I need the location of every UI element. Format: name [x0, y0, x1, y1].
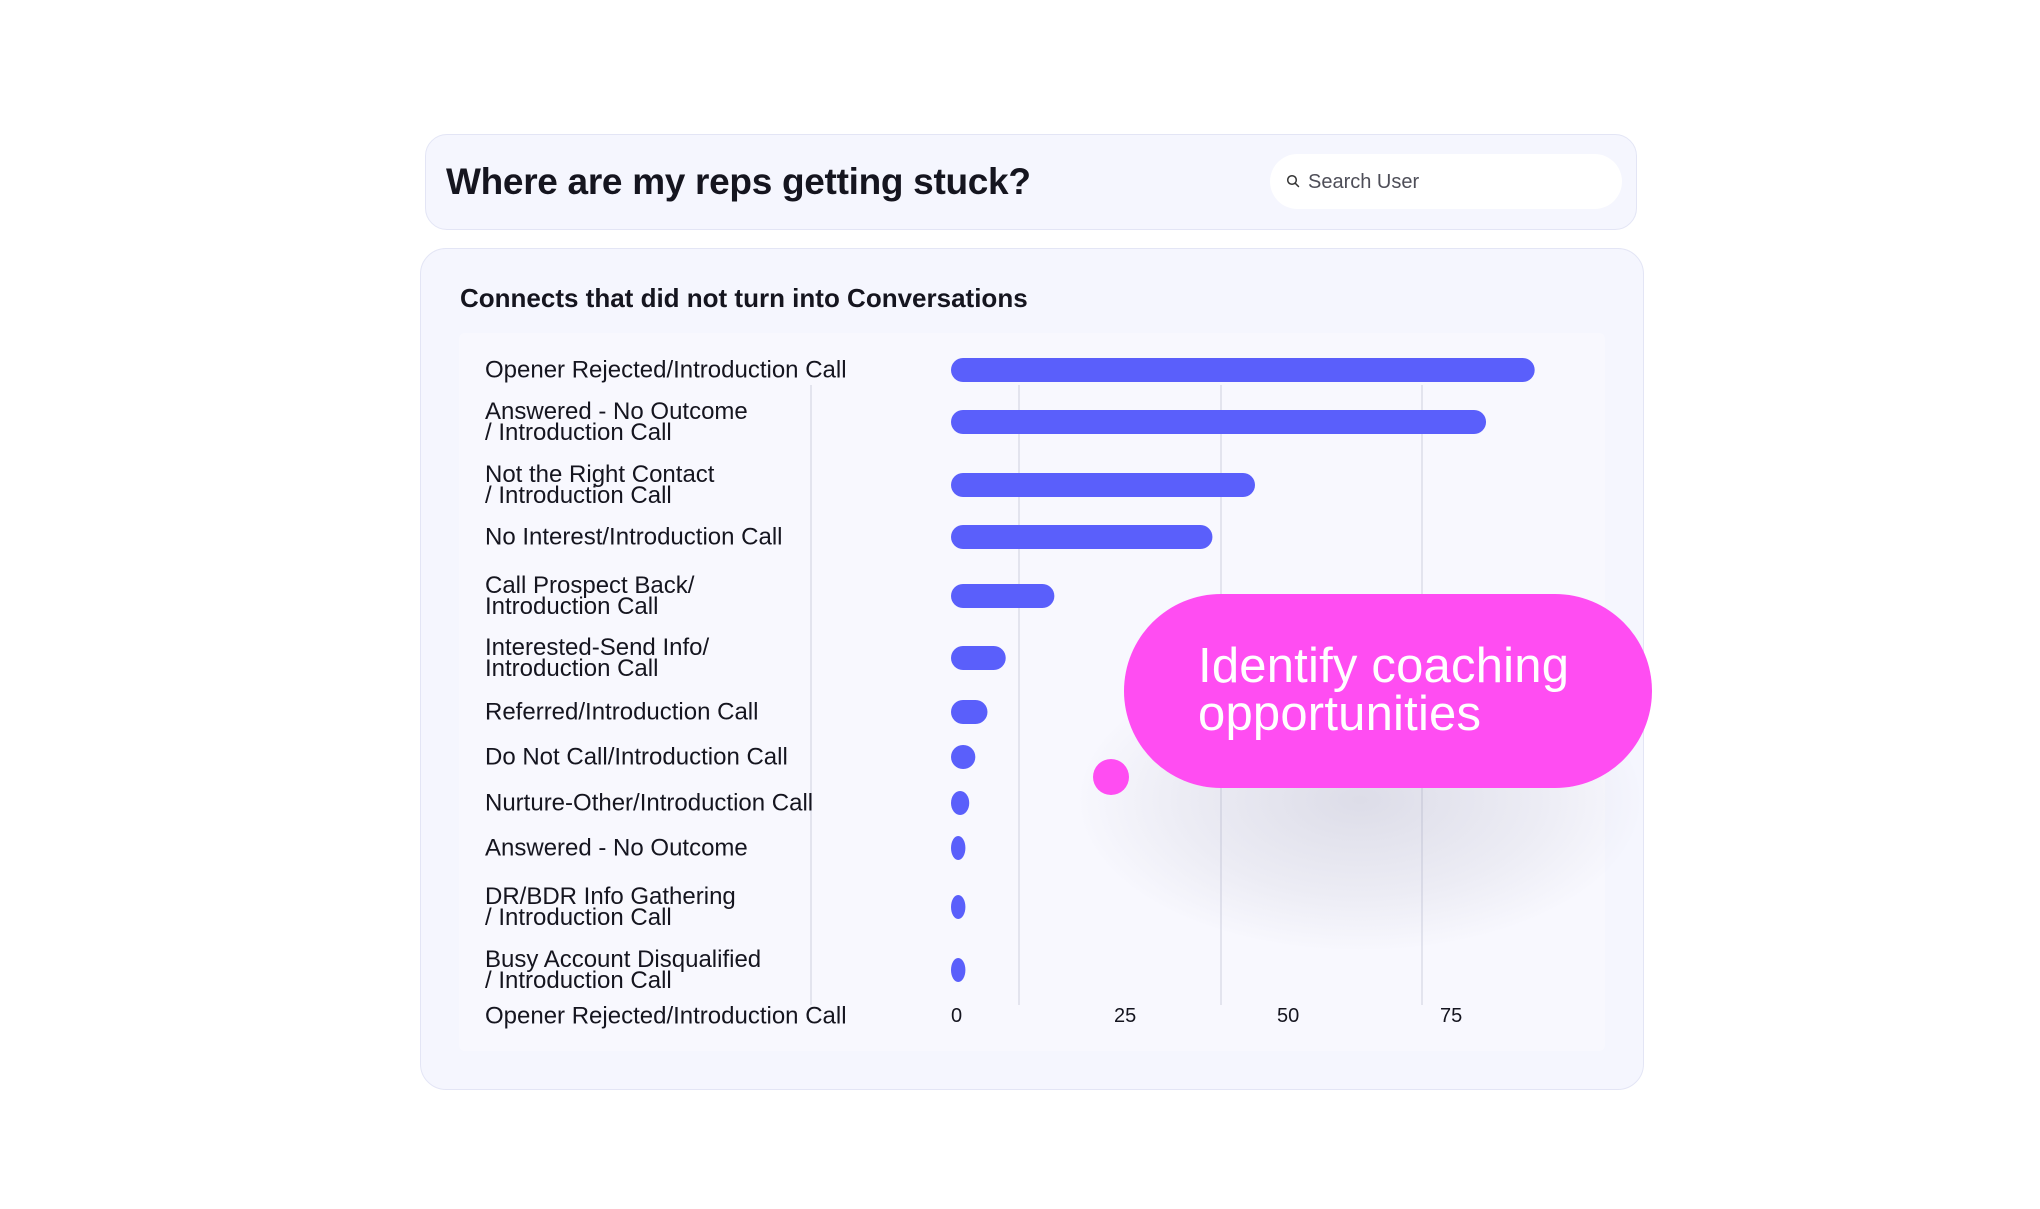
bar	[951, 700, 988, 724]
bar	[951, 836, 966, 860]
chart-title: Connects that did not turn into Conversa…	[460, 283, 1028, 313]
category-label: Answered - No Outcome	[485, 398, 748, 425]
category-label: Introduction Call	[485, 655, 658, 682]
category-label: Interested-Send Info/	[485, 634, 709, 661]
callout-text: Identify coaching opportunities	[1198, 639, 1570, 741]
header-card: Where are my reps getting stuck?	[425, 134, 1637, 230]
category-label: Introduction Call	[485, 593, 658, 620]
bar	[951, 791, 970, 815]
callout-bubble: Identify coaching opportunities	[1124, 594, 1652, 788]
category-label: Busy Account Disqualified	[485, 946, 761, 973]
category-label: Do Not Call/Introduction Call	[485, 744, 788, 771]
callout-dot	[1093, 759, 1129, 795]
bar-chart: Opener Rejected/Introduction Call Answere…	[485, 357, 1535, 1030]
category-label: DR/BDR Info Gathering	[485, 883, 736, 910]
search-icon	[1286, 174, 1300, 188]
bar	[951, 525, 1213, 549]
category-label: No Interest/Introduction Call	[485, 524, 782, 551]
bar	[951, 745, 976, 769]
category-label: Call Prospect Back/	[485, 572, 695, 599]
category-label: / Introduction Call	[485, 904, 672, 931]
search-box[interactable]	[1270, 154, 1622, 211]
bar	[951, 646, 1006, 670]
category-label: Opener Rejected/Introduction Call	[485, 357, 847, 384]
x-tick-label: 50	[1277, 1005, 1299, 1027]
category-label: Nurture-Other/Introduction Call	[485, 790, 813, 817]
category-label: Referred/Introduction Call	[485, 699, 758, 726]
category-label: / Introduction Call	[485, 482, 672, 509]
bar	[951, 410, 1487, 434]
x-axis-label: Opener Rejected/Introduction Call	[485, 1003, 847, 1030]
x-tick-label: 0	[951, 1005, 962, 1027]
category-label: Answered - No Outcome	[485, 835, 748, 862]
bar	[951, 958, 966, 982]
x-tick-label: 25	[1114, 1005, 1136, 1027]
category-label: / Introduction Call	[485, 419, 672, 446]
bar	[951, 895, 966, 919]
page-title: Where are my reps getting stuck?	[446, 161, 1031, 202]
category-label: / Introduction Call	[485, 967, 672, 994]
search-input[interactable]	[1306, 154, 1610, 211]
bar	[951, 473, 1255, 497]
x-tick-label: 75	[1440, 1005, 1462, 1027]
category-label: Not the Right Contact	[485, 461, 715, 488]
bar	[951, 584, 1055, 608]
bar	[951, 358, 1535, 382]
